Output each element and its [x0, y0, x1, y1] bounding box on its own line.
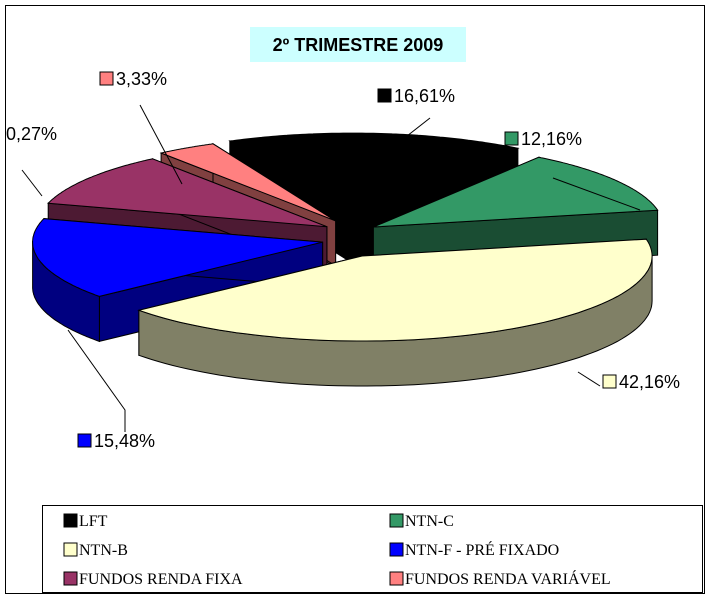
label-swatch: [99, 71, 114, 86]
slice-top: [137, 238, 653, 342]
data-label: 15,48%: [94, 431, 155, 451]
legend-swatch: [63, 571, 78, 586]
legend-swatch: [63, 542, 78, 557]
labels: 16,61% 12,16% 42,16% 15,48% 10,27% 3,33%: [0, 69, 680, 451]
legend-label: LFT: [79, 513, 108, 530]
legend: LFT NTN-C NTN-B NTN-F - PRÉ FIXADO FUNDOS RE…: [63, 513, 611, 588]
legend-box: [42, 505, 703, 593]
leader-line: [369, 117, 431, 166]
slice-top: [159, 143, 336, 222]
label-swatch: [504, 131, 519, 146]
leader-line: [21, 169, 43, 197]
legend-label: FUNDOS RENDA FIXA: [79, 571, 243, 588]
slice-top: [228, 132, 520, 219]
data-label: 12,16%: [521, 129, 582, 149]
legend-swatch: [389, 571, 404, 586]
label-swatch: [77, 433, 92, 448]
leader-line: [552, 177, 641, 211]
leader-line: [577, 371, 601, 387]
legend-label: NTN-B: [79, 542, 128, 559]
slice: [137, 238, 653, 387]
slice-top: [47, 158, 328, 228]
legend-swatch: [389, 542, 404, 557]
data-label: 3,33%: [116, 69, 167, 89]
legend-label: NTN-C: [405, 513, 454, 530]
slice-top: [373, 156, 659, 228]
legend-label: NTN-F - PRÉ FIXADO: [405, 540, 559, 559]
pie: [32, 132, 659, 387]
data-label: 10,27%: [0, 124, 57, 144]
title-box: [250, 27, 466, 62]
label-swatch: [377, 88, 392, 103]
leader-line: [139, 104, 183, 185]
legend-label: FUNDOS RENDA VARIÁVEL: [405, 569, 611, 588]
leader-line: [67, 329, 126, 432]
legend-swatch: [63, 513, 78, 528]
data-label: 16,61%: [394, 86, 455, 106]
slice-top: [32, 218, 323, 297]
label-swatch: [602, 374, 617, 389]
data-label: 42,16%: [619, 372, 680, 392]
legend-swatch: [389, 513, 404, 528]
chart-title: 2º TRIMESTRE 2009: [273, 35, 444, 55]
